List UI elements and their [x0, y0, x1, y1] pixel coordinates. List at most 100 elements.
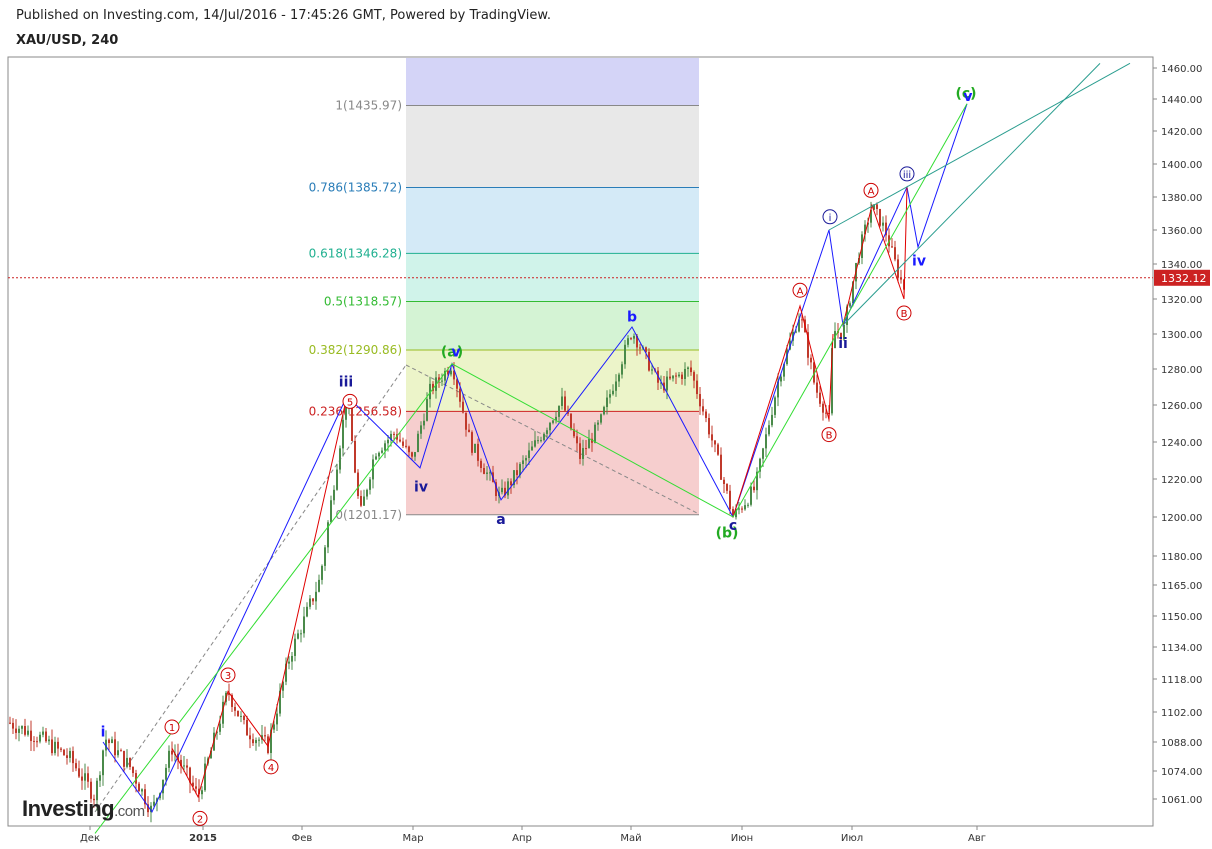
candle-body [450, 370, 452, 375]
candle-body [744, 505, 746, 510]
candle-body [675, 375, 677, 377]
candle-body [630, 338, 632, 340]
candle-body [525, 457, 527, 461]
candle-body [681, 374, 683, 379]
candle-body [453, 370, 455, 380]
candle-body [558, 405, 560, 417]
wave-label-18: 4 [268, 763, 274, 774]
candle-body [36, 741, 38, 743]
candle-body [399, 439, 401, 442]
fib-label-5: 0.236(1256.58) [309, 404, 402, 418]
candle-body [831, 348, 833, 414]
candle-body [150, 805, 152, 813]
candle-body [387, 439, 389, 444]
candle-body [195, 786, 197, 789]
wave-label-15: 1 [169, 723, 175, 734]
candle-body [282, 681, 284, 691]
candle-body [645, 347, 647, 352]
candle-body [369, 479, 371, 490]
candle-body [57, 741, 59, 749]
candle-body [696, 380, 698, 395]
candle-body [768, 425, 770, 435]
candle-body [273, 724, 275, 730]
candle-body [381, 450, 383, 453]
wave-label-22: A [868, 186, 875, 197]
y-tick-label: 1061.00 [1161, 795, 1202, 806]
candle-body [726, 483, 728, 491]
candle-body [72, 751, 74, 764]
wave-label-circle-16 [192, 810, 208, 826]
candle-body [672, 375, 674, 379]
wave-label-21: B [826, 431, 833, 442]
candle-body [765, 434, 767, 449]
y-tick-label: 1102.00 [1161, 708, 1202, 719]
x-tick-label: Май [620, 833, 641, 844]
candle-body [288, 661, 290, 664]
candle-body [147, 804, 149, 813]
candle-body [384, 443, 386, 451]
candle-body [390, 433, 392, 440]
candle-body [762, 448, 764, 459]
wave-label-8: c [729, 518, 737, 534]
wave-label-circle-11 [899, 166, 915, 182]
candle-body [579, 443, 581, 459]
candle-body [378, 452, 380, 457]
candle-body [747, 504, 749, 506]
candle-body [693, 372, 695, 381]
candle-body [81, 776, 83, 781]
y-tick-label: 1180.00 [1161, 552, 1202, 563]
candle-body [900, 277, 902, 280]
candle-body [168, 750, 170, 768]
candle-body [720, 454, 722, 480]
candle-body [486, 472, 488, 474]
y-tick-label: 1380.00 [1161, 193, 1202, 204]
candle-body [870, 209, 872, 223]
wave-label-17: 3 [225, 671, 231, 682]
candle-body [819, 392, 821, 404]
wave-red-12345 [171, 395, 348, 799]
candle-body [552, 420, 554, 423]
candle-body [18, 728, 20, 733]
candle-body [894, 247, 896, 260]
candle-body [336, 469, 338, 490]
candle-body [480, 460, 482, 468]
candle-body [180, 759, 182, 767]
candle-body [321, 565, 323, 580]
y-tick-label: 1460.00 [1161, 64, 1202, 75]
candle-body [39, 734, 41, 742]
candle-body [798, 319, 800, 332]
y-tick-label: 1320.00 [1161, 295, 1202, 306]
wave-label-3: (a) [441, 345, 463, 361]
candle-body [312, 598, 314, 602]
candle-body [303, 616, 305, 634]
candle-body [471, 432, 473, 453]
candle-body [432, 383, 434, 391]
x-tick-label: Июл [841, 833, 863, 844]
candle-body [597, 422, 599, 425]
x-tick-label: Фев [292, 833, 313, 844]
candle-body [15, 728, 17, 733]
candle-body [627, 338, 629, 345]
candle-body [222, 701, 224, 724]
candle-body [69, 751, 71, 758]
candle-body [63, 749, 65, 756]
candle-body [483, 467, 485, 474]
candle-body [489, 472, 491, 474]
candle-body [876, 204, 878, 210]
candle-body [576, 436, 578, 444]
candle-body [342, 419, 344, 449]
candle-body [573, 429, 575, 437]
y-tick-label: 1118.00 [1161, 675, 1202, 686]
wave-label-circle-19 [342, 393, 358, 409]
y-tick-label: 1280.00 [1161, 365, 1202, 376]
wave-label-circle-22 [863, 182, 879, 198]
current-price-label: 1332.12 [1161, 272, 1207, 285]
candle-body [270, 729, 272, 754]
candle-body [231, 694, 233, 707]
candle-body [111, 739, 113, 744]
candle-body [732, 509, 734, 518]
candle-body [84, 773, 86, 781]
candle-body [441, 380, 443, 382]
candle-body [9, 722, 11, 724]
